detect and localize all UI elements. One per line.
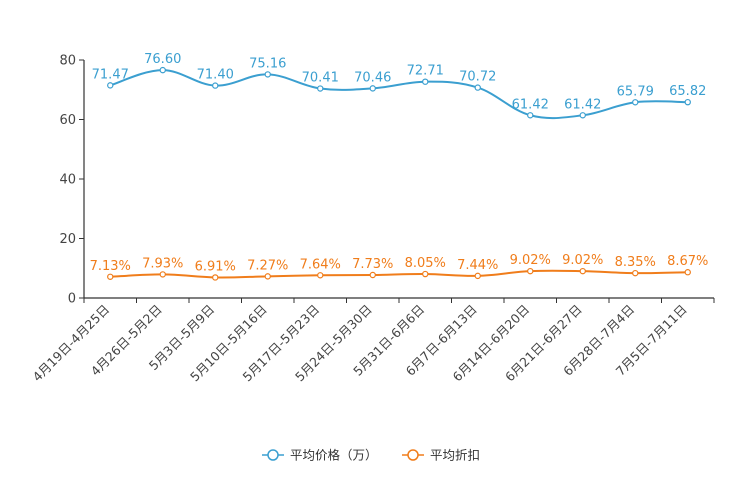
data-point[interactable] bbox=[632, 99, 639, 106]
data-point[interactable] bbox=[212, 82, 219, 89]
data-label: 7.73% bbox=[352, 257, 393, 272]
data-label: 76.60 bbox=[144, 52, 181, 67]
legend-marker bbox=[267, 449, 279, 461]
data-point[interactable] bbox=[632, 269, 639, 277]
data-point[interactable] bbox=[159, 66, 166, 74]
data-label: 8.67% bbox=[667, 254, 708, 269]
y-tick-label: 20 bbox=[59, 232, 76, 247]
data-point[interactable] bbox=[527, 112, 534, 119]
data-point[interactable] bbox=[684, 98, 691, 106]
data-point[interactable] bbox=[422, 78, 429, 85]
data-label: 8.05% bbox=[405, 256, 446, 271]
data-label: 9.02% bbox=[562, 253, 603, 268]
data-point[interactable] bbox=[579, 112, 586, 119]
y-tick-label: 80 bbox=[59, 54, 76, 69]
data-label: 7.44% bbox=[457, 258, 498, 273]
data-point[interactable] bbox=[422, 270, 429, 278]
data-point[interactable] bbox=[264, 273, 271, 280]
data-point[interactable] bbox=[107, 273, 114, 280]
data-label: 71.47 bbox=[92, 67, 129, 82]
x-ticks: 4月19日-4月25日4月26日-5月2日5月3日-5月9日5月10日-5月16… bbox=[29, 298, 715, 384]
data-label: 72.71 bbox=[407, 64, 444, 79]
data-label: 7.93% bbox=[142, 256, 183, 271]
data-label: 6.91% bbox=[195, 259, 236, 274]
data-point[interactable] bbox=[369, 271, 376, 279]
legend: 平均价格（万） 平均折扣 bbox=[262, 448, 480, 463]
data-label: 70.72 bbox=[459, 70, 496, 85]
data-point[interactable] bbox=[317, 85, 324, 92]
data-point[interactable] bbox=[159, 271, 166, 278]
series-line bbox=[109, 69, 688, 120]
data-point[interactable] bbox=[317, 272, 324, 279]
data-label: 71.40 bbox=[197, 68, 234, 83]
series-line bbox=[110, 269, 688, 279]
y-tick-label: 0 bbox=[68, 292, 76, 307]
data-point[interactable] bbox=[107, 82, 114, 89]
data-label: 65.82 bbox=[669, 84, 706, 99]
series-layer: 71.47 76.60 71.40 75.16 70.41 70.46 72.71 70.72… bbox=[90, 52, 708, 281]
data-label: 65.79 bbox=[617, 84, 654, 99]
y-ticks: 0 20 40 60 80 bbox=[59, 54, 84, 307]
data-label: 61.42 bbox=[512, 97, 549, 112]
legend-item-avg-price[interactable]: 平均价格（万） bbox=[262, 448, 378, 463]
data-label: 70.46 bbox=[354, 70, 391, 85]
data-label: 9.02% bbox=[510, 253, 551, 268]
legend-label: 平均折扣 bbox=[430, 448, 480, 463]
y-tick-label: 40 bbox=[59, 173, 76, 188]
series-avg-price: 71.47 76.60 71.40 75.16 70.41 70.46 72.71 70.72… bbox=[92, 52, 706, 120]
data-label: 61.42 bbox=[564, 97, 601, 112]
legend-label: 平均价格（万） bbox=[290, 448, 378, 463]
data-point[interactable] bbox=[474, 84, 481, 91]
data-label: 7.64% bbox=[300, 257, 341, 272]
data-label: 7.27% bbox=[247, 258, 288, 273]
data-point[interactable] bbox=[684, 269, 691, 276]
data-point[interactable] bbox=[369, 85, 376, 92]
data-point[interactable] bbox=[212, 274, 219, 281]
data-point[interactable] bbox=[527, 267, 534, 275]
data-point[interactable] bbox=[474, 272, 481, 280]
y-tick-label: 60 bbox=[59, 113, 76, 128]
data-point[interactable] bbox=[264, 71, 271, 78]
legend-item-avg-discount[interactable]: 平均折扣 bbox=[402, 448, 480, 463]
data-label: 7.13% bbox=[90, 259, 131, 274]
series-avg-discount: 7.13% 7.93% 6.91% 7.27% 7.64% 7.73% 8.05% 7.44%… bbox=[90, 253, 708, 281]
legend-marker bbox=[407, 449, 419, 461]
data-label: 70.41 bbox=[302, 71, 339, 86]
data-label: 8.35% bbox=[615, 255, 656, 270]
data-point[interactable] bbox=[579, 267, 586, 275]
data-label: 75.16 bbox=[249, 56, 286, 71]
